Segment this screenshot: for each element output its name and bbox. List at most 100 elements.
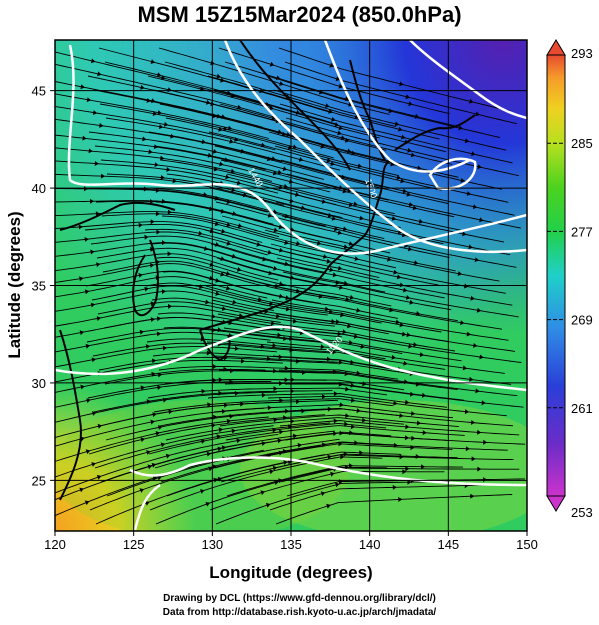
streamline-arrow [150, 219, 155, 225]
streamline-arrow [219, 161, 224, 167]
streamline-arrow [477, 429, 482, 435]
streamline-arrow [483, 439, 488, 445]
streamline-arrow [391, 216, 397, 221]
streamline-arrow [163, 121, 169, 127]
streamline-arrow [320, 491, 326, 497]
streamline-arrow [396, 274, 402, 280]
streamline-arrow [400, 178, 405, 184]
streamline-arrow [208, 466, 213, 472]
streamline-arrow [283, 183, 288, 189]
streamline-arrow [387, 256, 392, 262]
streamline-arrow [417, 165, 422, 171]
streamline-arrow [84, 237, 89, 242]
streamline-arrow [156, 229, 161, 235]
y-axis-ticks: 25 30 35 40 45 [32, 84, 55, 488]
streamline-arrow [345, 464, 350, 470]
streamline-arrow [147, 464, 153, 470]
streamline-arrow [269, 301, 274, 307]
x-tick-label: 150 [516, 537, 538, 552]
streamline-arrow [471, 456, 476, 462]
streamline-arrow [240, 401, 245, 407]
streamline-arrow [458, 125, 463, 131]
streamline-arrow [229, 138, 234, 144]
streamline-arrow [403, 287, 408, 293]
streamline-arrow [214, 221, 220, 227]
streamline-arrow [406, 191, 411, 197]
streamline-arrow [269, 61, 275, 67]
streamline-arrow [203, 192, 208, 197]
streamline-arrow [275, 313, 281, 319]
streamline-arrow [469, 98, 474, 104]
streamline-arrow [406, 332, 411, 338]
streamline-arrow [96, 262, 101, 268]
streamline-arrow [217, 446, 222, 452]
streamline-arrow [150, 317, 155, 323]
streamline-arrow [399, 282, 404, 288]
streamline-arrow [94, 161, 99, 166]
colorbar-gradient [546, 54, 566, 497]
streamline-arrow [226, 222, 231, 228]
streamline-arrow [479, 354, 484, 360]
streamline-arrow [227, 125, 233, 131]
streamline-arrow [466, 331, 471, 337]
streamline-arrow [97, 71, 102, 77]
streamline-arrow [283, 336, 288, 341]
streamline-arrow [475, 388, 480, 394]
streamline-arrow [462, 365, 468, 371]
streamline-arrow [138, 222, 143, 228]
streamline-arrow [339, 402, 344, 408]
streamline-arrow [326, 503, 331, 509]
streamline-arrow [331, 215, 337, 221]
streamline-arrow [277, 169, 282, 175]
streamline-arrow [231, 428, 236, 434]
coastline-korea [132, 239, 159, 317]
streamline-arrow [236, 266, 242, 272]
streamline-arrow [284, 240, 289, 245]
streamline-arrow [206, 99, 211, 105]
streamline-arrow [201, 388, 206, 394]
streamline-arrow [167, 209, 172, 215]
streamline-arrow [207, 152, 213, 158]
streamline-arrow [221, 228, 226, 234]
streamline-arrow [273, 386, 278, 392]
streamline-arrow [345, 413, 350, 419]
streamline-arrow [389, 307, 394, 313]
streamline-arrow [334, 122, 339, 127]
streamline-arrow [330, 161, 335, 166]
streamline-arrow [223, 366, 228, 372]
streamline-arrow [226, 240, 231, 246]
streamline-arrow [405, 424, 410, 430]
streamline-arrow [231, 187, 236, 193]
streamline-arrow [284, 408, 289, 414]
streamline-arrow [150, 246, 155, 252]
lat-lon-grid [55, 40, 527, 531]
streamline-arrow [218, 126, 223, 132]
streamline-arrow [160, 175, 165, 180]
streamline-arrow [265, 502, 271, 508]
streamline-arrow [284, 377, 289, 383]
streamline-arrow [477, 466, 482, 472]
streamline-arrow [267, 212, 273, 218]
streamline-arrow [168, 409, 173, 415]
streamline-arrow [79, 330, 85, 336]
streamline-arrow [84, 289, 90, 295]
streamline-arrow [274, 283, 279, 289]
streamline-arrow [342, 188, 347, 194]
streamline-arrow [399, 322, 404, 328]
streamline-arrow [295, 358, 300, 364]
streamline-arrow [85, 449, 91, 455]
streamline-arrow [470, 295, 475, 301]
colorbar-bottom-arrow [546, 495, 566, 512]
streamline-arrow [350, 424, 355, 430]
streamline-arrow [394, 121, 400, 127]
streamline-arrow [328, 309, 334, 315]
streamline-arrow [347, 323, 352, 329]
streamline-arrow [350, 382, 355, 388]
streamline-arrow [284, 365, 289, 371]
y-tick-label: 45 [32, 84, 46, 99]
streamline-arrow [238, 313, 244, 319]
streamline-arrow [139, 488, 145, 493]
streamline-arrow [327, 212, 333, 218]
streamline-arrow [225, 285, 231, 291]
streamline-arrow [234, 346, 239, 351]
